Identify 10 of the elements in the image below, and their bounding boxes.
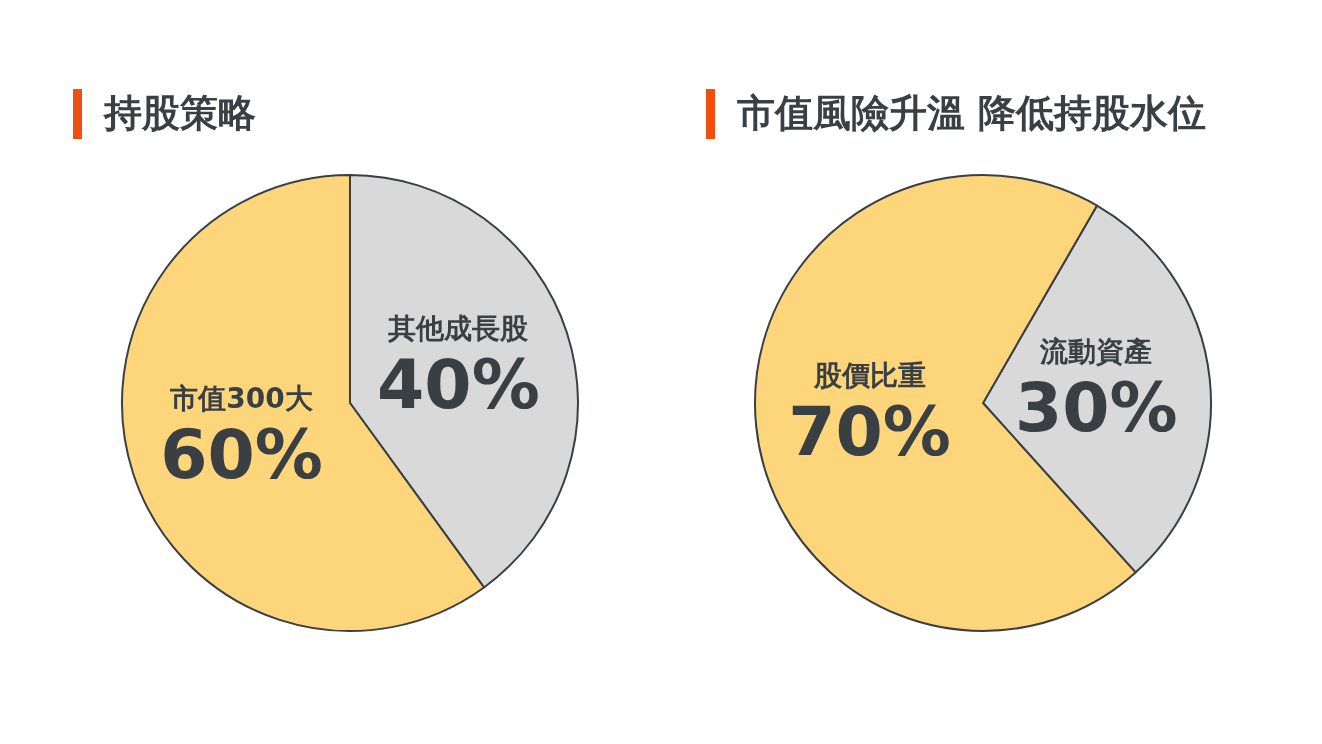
slice-label: 市值300大 [169,382,314,416]
slice-label: 流動資產 [1039,335,1153,369]
slice-label: 其他成長股 [387,311,530,345]
chart-title: 持股策略 [104,90,256,137]
data-label: 60% [160,415,323,495]
data-label: 40% [377,344,540,424]
data-label: 30% [1014,368,1178,448]
chart-title: 市值風險升溫 降低持股水位 [737,90,1207,137]
slice-label: 股價比重 [812,358,926,392]
data-label: 70% [788,391,952,471]
